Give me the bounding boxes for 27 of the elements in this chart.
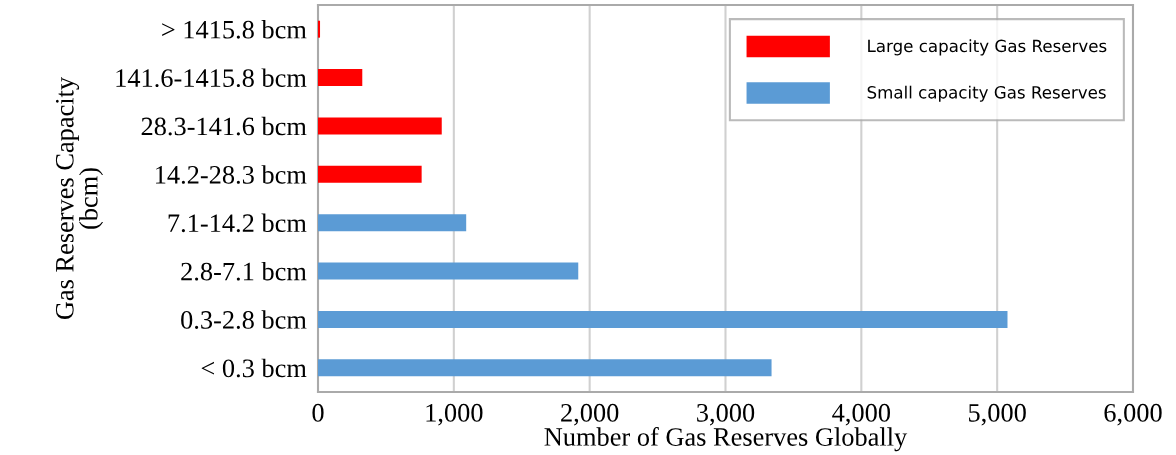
y-tick-label: 28.3-141.6 bcm xyxy=(141,116,307,136)
legend-label: Large capacity Gas Reserves xyxy=(868,39,1107,56)
x-tick-label: 0 xyxy=(312,403,324,422)
y-axis-title: Gas Reserves Capacity (bcm) xyxy=(55,76,104,320)
x-tick-label: 3,000 xyxy=(697,403,755,426)
x-tick-label: 1,000 xyxy=(426,403,483,426)
bar xyxy=(318,310,1008,328)
bar xyxy=(318,359,772,377)
y-tick-label: 141.6-1415.8 bcm xyxy=(116,68,307,88)
y-tick-label: 0.3-2.8 bcm xyxy=(181,310,307,329)
legend-label: Small capacity Gas Reserves xyxy=(867,85,1106,102)
x-tick-label: 6,000 xyxy=(1104,403,1162,426)
bar xyxy=(318,117,442,135)
bar xyxy=(318,20,321,38)
y-tick-label: 7.1-14.2 bcm xyxy=(168,213,307,233)
y-tick-label: 2.8-7.1 bcm xyxy=(181,261,307,281)
bar xyxy=(318,262,579,280)
bar xyxy=(318,69,363,87)
bar xyxy=(318,165,422,183)
y-tick-label: > 1415.8 bcm xyxy=(162,20,307,39)
x-tick-label: 5,000 xyxy=(969,403,1026,426)
x-tick-label: 2,000 xyxy=(561,403,619,426)
y-tick-label: < 0.3 bcm xyxy=(201,358,307,378)
x-axis-title: Number of Gas Reserves Globally xyxy=(544,427,908,452)
y-tick-label: 14.2-28.3 bcm xyxy=(156,165,307,184)
x-tick-label: 4,000 xyxy=(832,403,891,426)
bar xyxy=(318,214,467,232)
